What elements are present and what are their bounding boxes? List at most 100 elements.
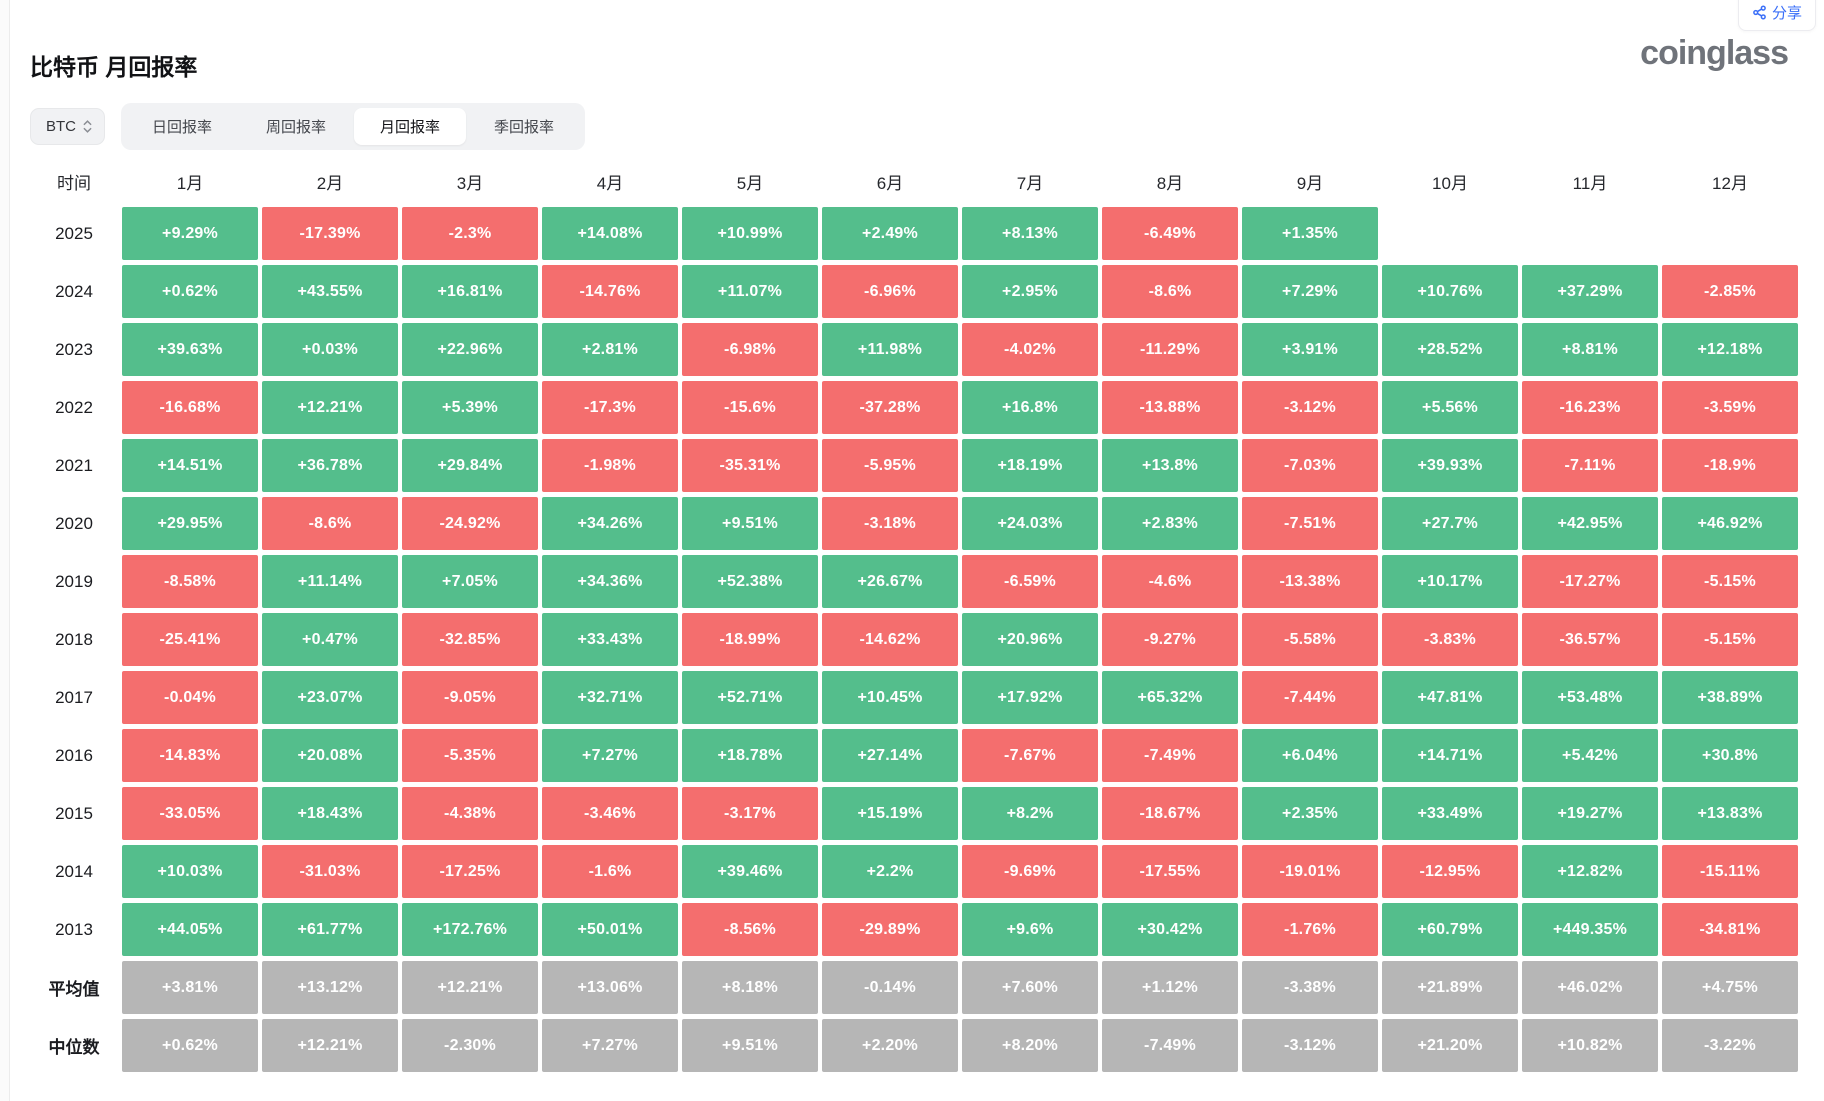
return-cell: -3.83% <box>1382 613 1518 666</box>
return-cell: +9.29% <box>122 207 258 260</box>
return-cell: +8.20% <box>962 1019 1098 1072</box>
return-cell: +10.17% <box>1382 555 1518 608</box>
row-label: 2020 <box>55 513 93 533</box>
return-cell: +12.21% <box>262 1019 398 1072</box>
return-cell: +9.51% <box>682 497 818 550</box>
row-label: 2017 <box>55 687 93 707</box>
tab-月回报率[interactable]: 月回报率 <box>354 107 467 145</box>
return-cell: +65.32% <box>1102 671 1238 724</box>
return-cell: +17.92% <box>962 671 1098 724</box>
column-header: 5月 <box>682 160 818 202</box>
return-cell: +2.2% <box>822 845 958 898</box>
return-cell: +29.95% <box>122 497 258 550</box>
return-cell: -8.56% <box>682 903 818 956</box>
return-cell: +11.07% <box>682 265 818 318</box>
return-cell: -7.49% <box>1102 1019 1238 1072</box>
return-cell: -17.55% <box>1102 845 1238 898</box>
return-cell: +5.42% <box>1522 729 1658 782</box>
column-header: 1月 <box>122 160 258 202</box>
return-cell: +24.03% <box>962 497 1098 550</box>
return-cell: +2.81% <box>542 323 678 376</box>
share-icon <box>1752 5 1767 20</box>
tab-周回报率[interactable]: 周回报率 <box>266 118 327 136</box>
return-cell: -17.27% <box>1522 555 1658 608</box>
return-cell: +2.35% <box>1242 787 1378 840</box>
column-header: 3月 <box>402 160 538 202</box>
share-button[interactable]: 分享 <box>1737 0 1816 31</box>
return-cell: -8.58% <box>122 555 258 608</box>
column-header: 时间 <box>30 160 118 202</box>
period-tabs: 日回报率 周回报率 月回报率 季回报率 <box>121 102 586 150</box>
column-header: 4月 <box>542 160 678 202</box>
return-cell: +13.83% <box>1662 787 1798 840</box>
return-cell: +2.83% <box>1102 497 1238 550</box>
return-cell: +16.81% <box>402 265 538 318</box>
return-cell: -6.49% <box>1102 207 1238 260</box>
return-cell: -0.14% <box>822 961 958 1014</box>
return-cell: -6.96% <box>822 265 958 318</box>
return-cell: -16.68% <box>122 381 258 434</box>
return-cell: +1.35% <box>1242 207 1378 260</box>
return-cell: +20.96% <box>962 613 1098 666</box>
return-cell: -4.6% <box>1102 555 1238 608</box>
return-cell: +34.26% <box>542 497 678 550</box>
column-header: 7月 <box>962 160 1098 202</box>
row-label: 中位数 <box>48 1038 100 1057</box>
return-cell <box>1662 207 1798 260</box>
return-cell: +10.82% <box>1522 1019 1658 1072</box>
return-cell: +14.51% <box>122 439 258 492</box>
return-cell: +44.05% <box>122 903 258 956</box>
row-label: 2013 <box>55 919 93 939</box>
return-cell: -7.11% <box>1522 439 1658 492</box>
coin-select[interactable]: BTC <box>30 107 105 145</box>
return-cell: -15.11% <box>1662 845 1798 898</box>
tab-季回报率[interactable]: 季回报率 <box>494 118 555 136</box>
return-cell: -2.85% <box>1662 265 1798 318</box>
tab-日回报率[interactable]: 日回报率 <box>152 118 213 136</box>
return-cell: +21.20% <box>1382 1019 1518 1072</box>
return-cell: +1.12% <box>1102 961 1238 1014</box>
return-cell: -9.05% <box>402 671 538 724</box>
column-header: 12月 <box>1662 160 1798 202</box>
row-label: 平均值 <box>48 980 100 999</box>
return-cell: -13.38% <box>1242 555 1378 608</box>
return-cell: +50.01% <box>542 903 678 956</box>
returns-grid: 时间 1月 2月 3月 4月 5月 6月 7月 8月 9月 10月 11月 12月 2025 +9.29% -… <box>30 160 1798 1072</box>
return-cell: +22.96% <box>402 323 538 376</box>
return-cell: +39.93% <box>1382 439 1518 492</box>
return-cell: -3.17% <box>682 787 818 840</box>
return-cell: -4.38% <box>402 787 538 840</box>
return-cell: +7.29% <box>1242 265 1378 318</box>
return-cell: -9.27% <box>1102 613 1238 666</box>
return-cell <box>1382 207 1518 260</box>
return-cell: +12.18% <box>1662 323 1798 376</box>
column-header: 11月 <box>1522 160 1658 202</box>
return-cell: +2.20% <box>822 1019 958 1072</box>
return-cell: +52.71% <box>682 671 818 724</box>
return-cell: +52.38% <box>682 555 818 608</box>
return-cell: +21.89% <box>1382 961 1518 1014</box>
return-cell: +18.19% <box>962 439 1098 492</box>
column-header: 8月 <box>1102 160 1238 202</box>
return-cell: +18.43% <box>262 787 398 840</box>
return-cell: -7.49% <box>1102 729 1238 782</box>
return-cell: +42.95% <box>1522 497 1658 550</box>
return-cell: -3.12% <box>1242 1019 1378 1072</box>
return-cell: -33.05% <box>122 787 258 840</box>
return-cell: -13.88% <box>1102 381 1238 434</box>
return-cell: -1.76% <box>1242 903 1378 956</box>
return-cell: +10.99% <box>682 207 818 260</box>
return-cell: -5.95% <box>822 439 958 492</box>
return-cell: +9.51% <box>682 1019 818 1072</box>
row-label: 2021 <box>55 455 93 475</box>
return-cell: -24.92% <box>402 497 538 550</box>
return-cell: +2.49% <box>822 207 958 260</box>
return-cell: -16.23% <box>1522 381 1658 434</box>
return-cell: -34.81% <box>1662 903 1798 956</box>
return-cell: -6.59% <box>962 555 1098 608</box>
return-cell: -1.98% <box>542 439 678 492</box>
return-cell: -9.69% <box>962 845 1098 898</box>
return-cell: -4.02% <box>962 323 1098 376</box>
return-cell: -3.46% <box>542 787 678 840</box>
return-cell: -5.35% <box>402 729 538 782</box>
